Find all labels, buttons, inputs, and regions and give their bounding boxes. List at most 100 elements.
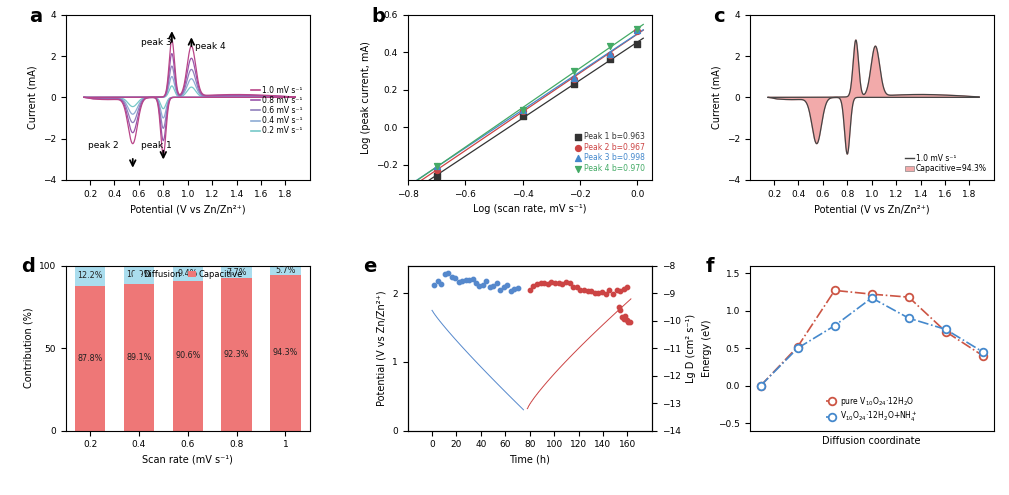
Bar — [270, 266, 301, 275]
Point — [566, 75, 582, 83]
Point — [468, 279, 484, 287]
Text: 7.7%: 7.7% — [226, 267, 247, 277]
Text: 90.6%: 90.6% — [175, 351, 201, 360]
Y-axis label: Lg D (cm² s⁻¹): Lg D (cm² s⁻¹) — [686, 314, 696, 383]
Point — [561, 279, 577, 287]
Point — [475, 281, 491, 289]
pure V$_{10}$O$_{24}$·12H$_2$O — [903, 294, 915, 300]
Point — [620, 283, 636, 291]
Text: 92.3%: 92.3% — [224, 350, 249, 359]
pure V$_{10}$O$_{24}$·12H$_2$O — [866, 291, 878, 297]
Point — [522, 286, 538, 294]
Point — [601, 50, 618, 58]
Point — [485, 282, 501, 290]
Text: 12.2%: 12.2% — [78, 271, 103, 280]
Point — [481, 283, 497, 291]
Point — [579, 288, 595, 296]
V$_{10}$O$_{24}$·12H$_2$O+NH$_4^+$ — [828, 323, 840, 329]
V$_{10}$O$_{24}$·12H$_2$O+NH$_4^+$ — [977, 349, 989, 355]
Point — [618, 312, 634, 320]
Point — [515, 107, 531, 115]
pure V$_{10}$O$_{24}$·12H$_2$O — [755, 383, 767, 389]
Y-axis label: Current (mA): Current (mA) — [711, 65, 721, 129]
Point — [587, 289, 603, 297]
Point — [540, 280, 556, 288]
Point — [554, 280, 570, 288]
Point — [510, 284, 526, 292]
Point — [615, 314, 632, 322]
Text: 89.1%: 89.1% — [126, 352, 151, 362]
Point — [569, 283, 585, 291]
Point — [502, 287, 519, 295]
X-axis label: Potential (V vs Zn/Zn²⁺): Potential (V vs Zn/Zn²⁺) — [130, 204, 245, 214]
Point — [495, 283, 512, 291]
Point — [572, 286, 588, 294]
Legend: 1.0 mV s⁻¹, Capacitive=94.3%: 1.0 mV s⁻¹, Capacitive=94.3% — [901, 151, 990, 176]
Point — [499, 281, 516, 289]
Point — [619, 316, 635, 324]
Point — [566, 80, 582, 88]
Y-axis label: Contribution (%): Contribution (%) — [23, 308, 33, 389]
Point — [515, 106, 531, 114]
Point — [478, 277, 494, 285]
Point — [612, 287, 629, 295]
Line: pure V$_{10}$O$_{24}$·12H$_2$O: pure V$_{10}$O$_{24}$·12H$_2$O — [757, 287, 987, 390]
Point — [565, 283, 581, 291]
Point — [597, 290, 613, 297]
Text: peak 4: peak 4 — [195, 42, 226, 51]
Point — [630, 40, 646, 48]
Point — [604, 290, 621, 298]
Point — [566, 74, 582, 82]
Point — [515, 106, 531, 114]
Text: b: b — [371, 6, 384, 26]
Point — [576, 286, 592, 294]
Point — [457, 276, 473, 284]
Point — [613, 312, 630, 320]
Text: peak 2: peak 2 — [88, 141, 118, 150]
Point — [488, 279, 504, 287]
Point — [526, 282, 542, 290]
pure V$_{10}$O$_{24}$·12H$_2$O — [792, 344, 804, 349]
Y-axis label: Log (peak current, mA): Log (peak current, mA) — [360, 41, 370, 154]
Text: 94.3%: 94.3% — [272, 348, 298, 357]
Text: c: c — [713, 6, 724, 26]
Point — [547, 279, 563, 287]
V$_{10}$O$_{24}$·12H$_2$O+NH$_4^+$ — [903, 315, 915, 321]
Point — [594, 288, 610, 296]
Text: e: e — [363, 257, 377, 276]
Text: peak 1: peak 1 — [141, 141, 173, 150]
Bar — [124, 284, 154, 431]
Text: 5.7%: 5.7% — [275, 266, 296, 275]
Y-axis label: Potential (V vs Zn/Zn²⁺): Potential (V vs Zn/Zn²⁺) — [376, 291, 386, 406]
pure V$_{10}$O$_{24}$·12H$_2$O — [939, 329, 951, 335]
Legend: Diffusion, Capacitive: Diffusion, Capacitive — [129, 266, 246, 282]
Point — [612, 306, 629, 314]
Point — [622, 318, 638, 326]
Text: f: f — [705, 257, 714, 276]
Point — [601, 51, 618, 59]
Bar — [221, 278, 251, 431]
Point — [454, 277, 470, 285]
Point — [566, 67, 582, 75]
Bar — [270, 275, 301, 431]
X-axis label: Time (h): Time (h) — [510, 455, 550, 465]
V$_{10}$O$_{24}$·12H$_2$O+NH$_4^+$ — [792, 345, 804, 351]
Bar — [221, 266, 251, 278]
Point — [529, 280, 545, 288]
Point — [433, 280, 449, 288]
Text: a: a — [29, 6, 42, 26]
Point — [429, 165, 445, 173]
Legend: pure V$_{10}$O$_{24}$·12H$_2$O, V$_{10}$O$_{24}$·12H$_2$O+NH$_4^+$: pure V$_{10}$O$_{24}$·12H$_2$O, V$_{10}$… — [823, 392, 920, 427]
pure V$_{10}$O$_{24}$·12H$_2$O — [977, 352, 989, 358]
Line: V$_{10}$O$_{24}$·12H$_2$O+NH$_4^+$: V$_{10}$O$_{24}$·12H$_2$O+NH$_4^+$ — [757, 294, 987, 390]
Point — [621, 318, 637, 326]
Bar — [124, 266, 154, 284]
Point — [492, 286, 509, 294]
Point — [447, 274, 463, 282]
Point — [427, 281, 443, 289]
X-axis label: Diffusion coordinate: Diffusion coordinate — [822, 436, 921, 446]
Bar — [75, 266, 105, 286]
Point — [536, 280, 552, 288]
Point — [601, 43, 618, 50]
Point — [544, 278, 560, 286]
